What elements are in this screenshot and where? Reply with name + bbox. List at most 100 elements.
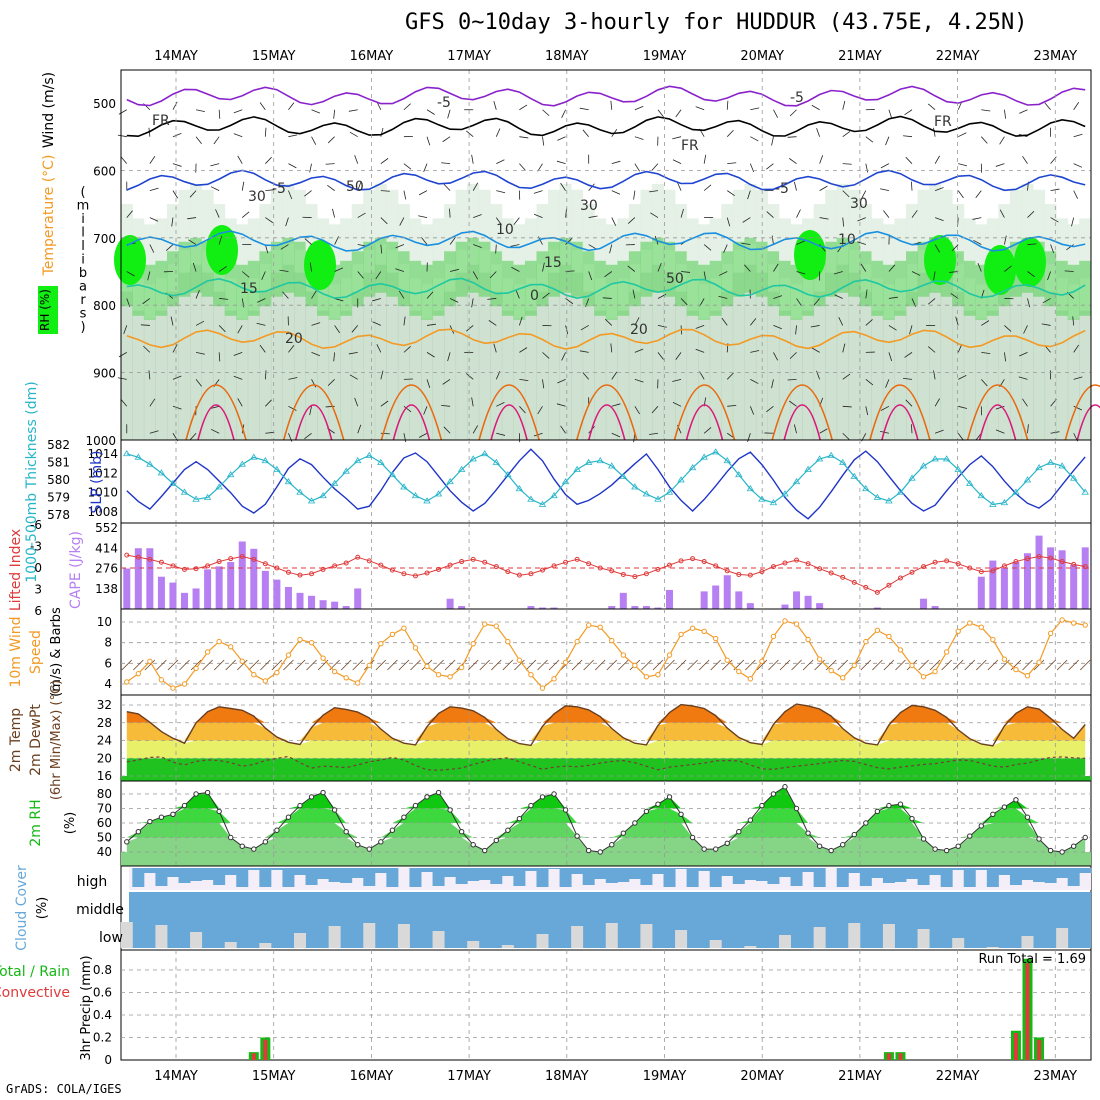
pressure-axis-label: r bbox=[80, 293, 86, 308]
li-marker bbox=[897, 575, 903, 581]
wind-speed-marker bbox=[793, 621, 800, 627]
wind-barb-10m bbox=[745, 659, 756, 671]
li-marker bbox=[182, 566, 188, 572]
wind-barb bbox=[611, 217, 617, 226]
wind-barb bbox=[650, 212, 659, 218]
rh-marker bbox=[193, 791, 199, 797]
rh-marker bbox=[505, 827, 511, 833]
wind-barb bbox=[634, 348, 644, 353]
isotherm-loop bbox=[1064, 384, 1100, 441]
wind-barb-10m bbox=[236, 659, 248, 671]
day-tick-bottom: 18MAY bbox=[545, 1069, 589, 1084]
rh-cell bbox=[351, 291, 364, 440]
wind-barb bbox=[903, 135, 913, 138]
wind-barb bbox=[489, 271, 497, 279]
wind-barb bbox=[426, 291, 434, 299]
wind-barb bbox=[602, 297, 612, 299]
wind-barb bbox=[233, 109, 243, 114]
rh-cell bbox=[363, 189, 376, 250]
temp-tick: 32 bbox=[97, 698, 112, 712]
wind-barb bbox=[279, 269, 289, 272]
wind-barb bbox=[958, 405, 968, 409]
isotherm-loop bbox=[478, 384, 540, 441]
wind-barb bbox=[380, 432, 390, 435]
wind-barb-10m bbox=[225, 659, 236, 671]
pressure-tick: 700 bbox=[93, 232, 116, 246]
wind-barb bbox=[721, 317, 728, 326]
li-marker bbox=[470, 556, 476, 562]
wind-barb-10m bbox=[444, 659, 456, 671]
wind-speed-marker bbox=[770, 633, 777, 640]
wind-barb bbox=[172, 132, 182, 138]
wind-speed-marker bbox=[158, 677, 165, 683]
wind-barb bbox=[210, 428, 220, 434]
wind-barb bbox=[560, 182, 566, 191]
wind-speed-marker bbox=[701, 628, 707, 634]
wind-barb-10m bbox=[825, 659, 837, 671]
thickness-marker bbox=[469, 455, 477, 462]
rh-marker bbox=[793, 805, 800, 812]
wind-barb bbox=[681, 271, 691, 273]
cloud-low-cell bbox=[432, 931, 445, 948]
thickness-marker bbox=[169, 479, 177, 486]
wind-barb bbox=[695, 348, 705, 353]
rh-cell bbox=[963, 260, 976, 316]
cloud-low-cell bbox=[952, 938, 965, 948]
wind-barb bbox=[787, 136, 797, 138]
wind-barb-10m bbox=[375, 659, 387, 671]
thickness-marker bbox=[631, 483, 639, 490]
wind-barb bbox=[860, 263, 867, 272]
cloud-high-cell bbox=[178, 868, 191, 883]
wind-barb bbox=[842, 163, 852, 165]
rh-marker bbox=[851, 831, 857, 838]
wind-barb bbox=[958, 163, 968, 167]
li-marker bbox=[505, 569, 511, 575]
rh-cell bbox=[628, 291, 641, 440]
wind-barb bbox=[750, 318, 757, 326]
wind-speed-marker bbox=[308, 639, 315, 646]
wind-barb bbox=[372, 321, 381, 326]
wind-barb bbox=[634, 317, 640, 326]
rh-marker bbox=[736, 829, 742, 835]
li-marker bbox=[285, 569, 291, 575]
thickness-marker bbox=[700, 453, 708, 460]
rh-cell bbox=[166, 291, 179, 440]
li-marker bbox=[874, 589, 880, 595]
cloud-high-cell bbox=[571, 868, 584, 874]
thickness-marker bbox=[446, 477, 454, 485]
rh-marker bbox=[262, 839, 269, 845]
wind-barb bbox=[582, 372, 589, 380]
cape-bar bbox=[296, 592, 304, 609]
thickness-axis-label: 1000-500mb Thickness (dm) bbox=[24, 381, 40, 582]
wind-speed-marker bbox=[816, 656, 823, 662]
wind-barb-10m bbox=[594, 659, 606, 671]
cloud-label-line1: Cloud Cover bbox=[14, 865, 30, 951]
wind-barb-10m bbox=[768, 659, 779, 671]
rh-marker bbox=[990, 811, 996, 817]
thickness-marker bbox=[157, 469, 166, 476]
wind-barb bbox=[117, 377, 127, 380]
li-marker bbox=[620, 571, 626, 577]
wind-barb bbox=[557, 378, 566, 384]
li-marker bbox=[251, 556, 257, 562]
cloud-high-cell bbox=[894, 868, 907, 882]
pressure-axis-label: i bbox=[81, 212, 85, 227]
wind-barb bbox=[237, 398, 243, 407]
wind-barb-10m bbox=[294, 659, 306, 671]
wind-barb bbox=[909, 325, 913, 335]
wind-barb-10m bbox=[167, 659, 179, 671]
wind-barb bbox=[1019, 109, 1028, 114]
rh-cell bbox=[675, 251, 688, 307]
wind-barb bbox=[1018, 376, 1028, 380]
wind-barb-10m bbox=[664, 659, 675, 671]
li-marker bbox=[794, 557, 800, 563]
cloud-high-cell bbox=[871, 868, 884, 878]
legend-rh-swatch bbox=[38, 286, 58, 334]
wind-barb bbox=[933, 127, 936, 137]
wind-barb bbox=[927, 103, 936, 111]
wind-tick: 4 bbox=[104, 677, 112, 691]
rh-marker bbox=[597, 849, 603, 855]
wind-barb-10m bbox=[895, 659, 906, 671]
rh-cell bbox=[825, 189, 838, 250]
rh-cell bbox=[444, 251, 457, 307]
